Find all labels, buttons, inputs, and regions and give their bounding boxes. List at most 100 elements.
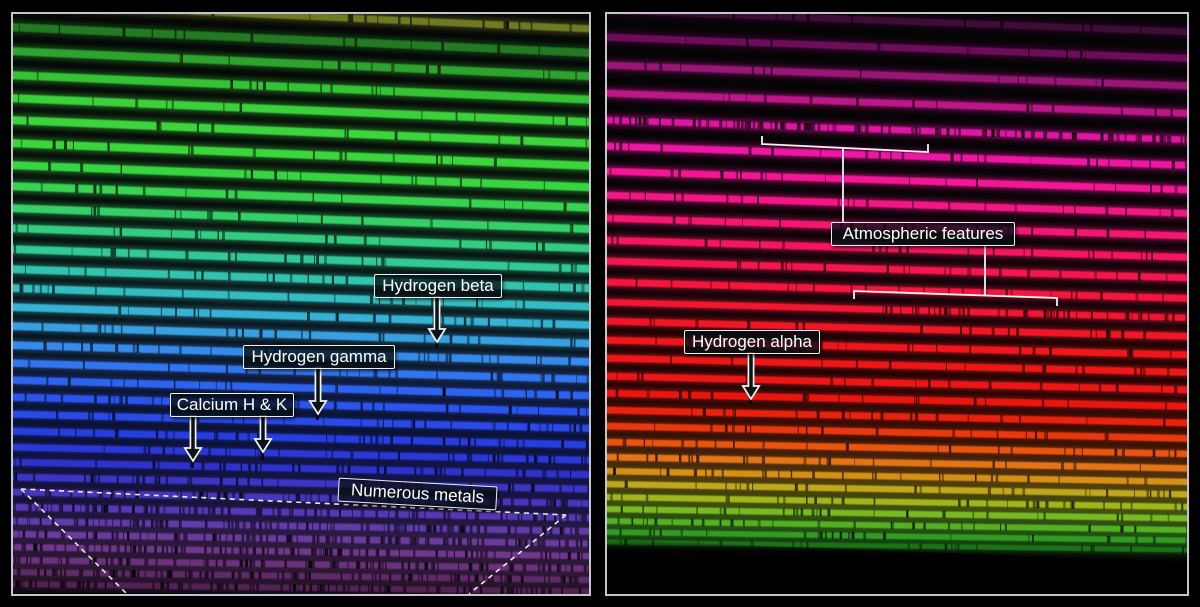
absorption-line [695,319,699,328]
absorption-line [319,584,322,592]
absorption-line [98,474,100,483]
absorption-line [183,30,186,40]
absorption-line [483,574,485,583]
absorption-line [60,569,62,577]
absorption-line [73,518,76,526]
spectral-band [607,529,1187,544]
absorption-line [403,562,405,570]
absorption-line [120,557,123,566]
absorption-line [1101,78,1104,87]
absorption-line [968,46,971,55]
absorption-line [464,586,466,594]
absorption-line [967,414,969,422]
absorption-line [151,396,155,405]
absorption-line [394,510,399,519]
absorption-line [85,504,90,513]
absorption-line [507,483,511,492]
absorption-line [133,505,135,514]
absorption-line [331,535,335,544]
absorption-line [379,385,381,395]
absorption-line [725,120,727,128]
absorption-line [954,128,956,136]
absorption-line [48,161,51,171]
absorption-line [785,122,787,130]
absorption-line [537,539,541,547]
absorption-line [515,538,517,547]
absorption-line [349,548,354,557]
absorption-line [516,406,518,415]
absorption-line [577,407,580,417]
absorption-line [366,536,369,544]
right-spectrum-image [607,14,1187,594]
absorption-line [188,570,191,579]
absorption-line [69,489,73,498]
absorption-line [183,546,186,554]
absorption-line [476,298,479,308]
absorption-line [110,378,113,387]
absorption-line [762,470,764,478]
absorption-line [967,246,970,255]
absorption-line [372,402,375,411]
absorption-line [230,381,233,391]
absorption-line [76,518,79,526]
absorption-line [165,476,168,485]
absorption-line [22,530,26,538]
absorption-line [1152,449,1156,458]
absorption-line [95,286,97,295]
absorption-line [207,571,209,579]
absorption-line [1159,208,1161,217]
absorption-line [1000,20,1004,29]
absorption-line [60,531,66,539]
absorption-line [177,582,181,590]
absorption-line [1130,546,1132,553]
absorption-line [500,575,503,583]
absorption-line [167,363,170,372]
absorption-line [906,510,908,518]
absorption-line [832,124,835,132]
absorption-line [210,210,213,220]
absorption-line [899,472,902,481]
absorption-line [982,129,987,137]
absorption-line [27,224,29,233]
absorption-line [354,37,358,47]
absorption-line [545,551,548,560]
absorption-line [1147,313,1150,321]
absorption-line [506,318,508,327]
absorption-line [289,534,291,543]
absorption-line [1134,489,1135,498]
absorption-line [418,524,420,533]
absorption-line [447,525,452,533]
absorption-line [272,273,275,283]
absorption-line [1082,24,1084,33]
absorption-line [155,430,159,439]
absorption-line [437,353,439,362]
absorption-line [821,426,824,435]
absorption-line [36,530,39,539]
absorption-line [492,422,496,431]
absorption-line [450,574,453,582]
absorption-line [1170,108,1173,117]
absorption-line [165,519,169,528]
absorption-line [180,491,182,500]
absorption-line [249,583,252,591]
absorption-line [363,435,365,444]
absorption-line [84,267,87,276]
absorption-line [1045,500,1049,509]
absorption-line [238,211,241,221]
absorption-line [1006,500,1008,508]
absorption-line [770,66,773,75]
absorption-line [890,306,893,314]
absorption-line [20,138,23,148]
absorption-line [94,474,97,483]
absorption-line [560,527,565,535]
absorption-line [585,138,588,148]
absorption-line [696,506,698,515]
absorption-line [118,505,122,513]
absorption-line [659,529,662,537]
spectral-band [13,224,589,253]
absorption-line [574,264,577,273]
absorption-line [743,519,745,527]
absorption-line [560,587,562,594]
absorption-line [362,509,365,518]
absorption-line [1140,312,1143,321]
